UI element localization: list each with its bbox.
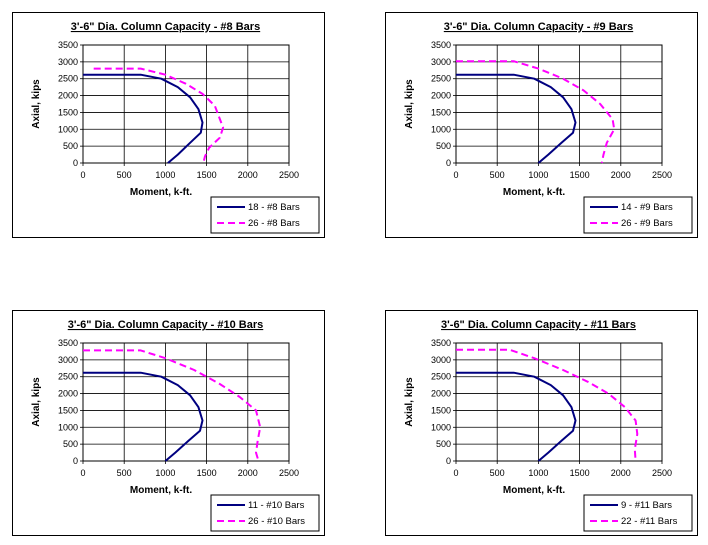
chart-panel-8-bars: 3'-6" Dia. Column Capacity - #8 Bars 0 500… [12, 12, 325, 238]
x-axis-label: Moment, k-ft. [503, 485, 565, 496]
y-tick-label: 2000 [431, 91, 451, 101]
x-axis-label: Moment, k-ft. [130, 187, 192, 198]
x-tick-label: 2000 [611, 170, 631, 180]
legend-label-0: 18 - #8 Bars [248, 202, 300, 213]
y-tick-label: 0 [73, 456, 78, 466]
chart-title: 3'-6" Dia. Column Capacity - #10 Bars [68, 319, 264, 331]
y-tick-label: 2000 [58, 91, 78, 101]
x-tick-label: 1000 [155, 468, 175, 478]
x-tick-label: 2500 [652, 170, 672, 180]
y-tick-label: 0 [446, 158, 451, 168]
y-tick-label: 3500 [58, 40, 78, 50]
y-tick-label: 0 [446, 456, 451, 466]
y-tick-label: 1000 [58, 124, 78, 134]
x-tick-label: 2000 [611, 468, 631, 478]
y-tick-label: 500 [436, 141, 451, 151]
chart-svg: 3'-6" Dia. Column Capacity - #10 Bars 0 50… [31, 319, 320, 532]
legend-box [210, 196, 320, 234]
y-tick-label: 2500 [58, 372, 78, 382]
chart-title: 3'-6" Dia. Column Capacity - #11 Bars [441, 319, 636, 331]
x-tick-label: 500 [117, 170, 132, 180]
x-tick-label: 1500 [197, 468, 217, 478]
x-tick-label: 500 [490, 170, 505, 180]
y-tick-label: 3000 [58, 57, 78, 67]
y-tick-label: 2500 [431, 372, 451, 382]
legend-label-0: 9 - #11 Bars [621, 500, 672, 511]
chart-title: 3'-6" Dia. Column Capacity - #9 Bars [444, 21, 633, 33]
y-tick-label: 3500 [58, 338, 78, 348]
chart-svg: 3'-6" Dia. Column Capacity - #11 Bars 0 50… [404, 319, 693, 532]
y-axis-label: Axial, kips [404, 79, 415, 129]
y-tick-label: 500 [63, 141, 78, 151]
legend-box [583, 494, 693, 532]
legend-label-1: 26 - #8 Bars [248, 218, 300, 229]
x-tick-label: 0 [80, 468, 85, 478]
y-tick-label: 3000 [431, 355, 451, 365]
y-tick-label: 2500 [431, 74, 451, 84]
legend-box [583, 196, 693, 234]
x-tick-label: 2500 [279, 170, 299, 180]
y-axis-label: Axial, kips [31, 79, 42, 129]
x-tick-label: 1500 [197, 170, 217, 180]
y-tick-label: 1000 [431, 422, 451, 432]
series-line-0 [456, 73, 577, 164]
series-line-1 [456, 60, 616, 164]
series-line-0 [456, 371, 577, 462]
y-tick-label: 3500 [431, 40, 451, 50]
y-tick-label: 1000 [431, 124, 451, 134]
series-line-1 [83, 349, 262, 462]
x-tick-label: 2500 [279, 468, 299, 478]
x-tick-label: 2500 [652, 468, 672, 478]
y-tick-label: 1500 [58, 107, 78, 117]
x-tick-label: 1500 [570, 170, 590, 180]
x-tick-label: 2000 [238, 468, 258, 478]
legend-label-0: 14 - #9 Bars [621, 202, 673, 213]
y-tick-label: 500 [436, 439, 451, 449]
y-axis-label: Axial, kips [404, 377, 415, 427]
x-tick-label: 1000 [155, 170, 175, 180]
y-tick-label: 1500 [431, 107, 451, 117]
x-axis-label: Moment, k-ft. [130, 485, 192, 496]
series-line-1 [456, 348, 639, 462]
legend-label-1: 26 - #9 Bars [621, 218, 673, 229]
chart-panel-10-bars: 3'-6" Dia. Column Capacity - #10 Bars 0 50… [12, 310, 325, 536]
x-tick-label: 0 [80, 170, 85, 180]
y-tick-label: 2000 [58, 389, 78, 399]
chart-svg: 3'-6" Dia. Column Capacity - #8 Bars 0 500… [31, 21, 320, 234]
y-tick-label: 1500 [431, 405, 451, 415]
y-tick-label: 2000 [431, 389, 451, 399]
chart-panel-11-bars: 3'-6" Dia. Column Capacity - #11 Bars 0 50… [385, 310, 698, 536]
chart-svg: 3'-6" Dia. Column Capacity - #9 Bars 0 500… [404, 21, 693, 234]
y-tick-label: 3000 [431, 57, 451, 67]
y-tick-label: 0 [73, 158, 78, 168]
y-tick-label: 1000 [58, 422, 78, 432]
plot-area [82, 342, 290, 462]
x-tick-label: 500 [490, 468, 505, 478]
x-tick-label: 0 [453, 170, 458, 180]
legend-label-0: 11 - #10 Bars [248, 500, 305, 511]
x-tick-label: 2000 [238, 170, 258, 180]
x-tick-label: 1500 [570, 468, 590, 478]
x-axis-label: Moment, k-ft. [503, 187, 565, 198]
legend-label-1: 26 - #10 Bars [248, 516, 305, 527]
y-axis-label: Axial, kips [31, 377, 42, 427]
legend-label-1: 22 - #11 Bars [621, 516, 678, 527]
x-tick-label: 1000 [528, 170, 548, 180]
chart-title: 3'-6" Dia. Column Capacity - #8 Bars [71, 21, 260, 33]
series-line-0 [83, 73, 204, 164]
x-tick-label: 1000 [528, 468, 548, 478]
y-tick-label: 1500 [58, 405, 78, 415]
chart-panel-9-bars: 3'-6" Dia. Column Capacity - #9 Bars 0 500… [385, 12, 698, 238]
legend-box [210, 494, 320, 532]
x-tick-label: 0 [453, 468, 458, 478]
y-tick-label: 3500 [431, 338, 451, 348]
y-tick-label: 500 [63, 439, 78, 449]
x-tick-label: 500 [117, 468, 132, 478]
series-line-0 [83, 371, 204, 462]
plot-area [82, 44, 290, 164]
y-tick-label: 3000 [58, 355, 78, 365]
y-tick-label: 2500 [58, 74, 78, 84]
